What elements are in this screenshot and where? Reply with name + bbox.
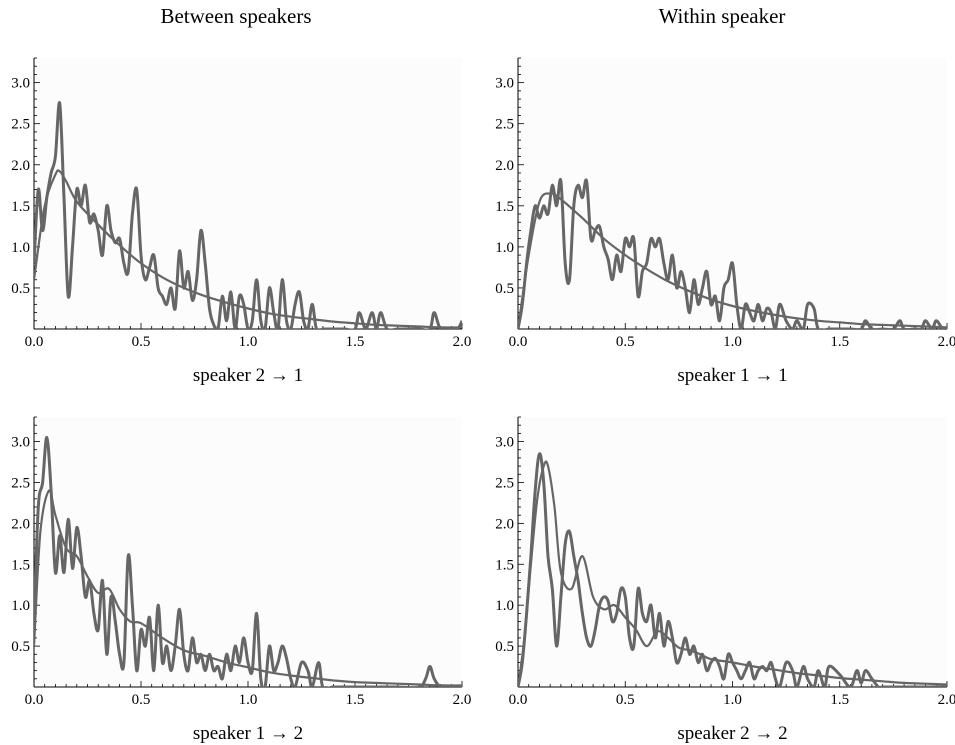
x-tick-label: 0.5	[616, 334, 635, 350]
x-tick-label: 1.5	[346, 692, 365, 708]
x-tick-label: 1.5	[830, 334, 849, 350]
x-axis-label: speaker 1 → 2	[193, 723, 303, 744]
column-title-between: Between speakers	[160, 4, 312, 28]
y-tick-label: 2.5	[11, 475, 30, 491]
y-tick-label: 2.5	[495, 475, 514, 491]
y-tick-label: 1.0	[11, 598, 30, 614]
panel-speaker-1-to-1: 0.0 0.5 1.0 1.5 2.0 0.5 1.0 1.5 2.0 2.5 3.0 speaker…	[495, 57, 955, 386]
plot-background	[518, 58, 947, 329]
y-tick-label: 2.5	[11, 117, 30, 133]
x-axis-label: speaker 2 → 2	[677, 723, 787, 744]
x-tick-label: 0.5	[616, 692, 635, 708]
x-tick-label: 1.5	[346, 334, 365, 350]
y-tick-label: 2.0	[495, 516, 514, 532]
fitted-curve	[34, 489, 462, 687]
panel-speaker-2-to-1: 0.0 0.5 1.0 1.5 2.0 0.5 1.0 1.5 2.0 2.5 3.0 speaker…	[11, 57, 472, 386]
y-tick-label: 0.5	[495, 281, 514, 297]
fitted-curve	[518, 192, 947, 329]
x-tick-label: 0.5	[132, 334, 151, 350]
y-tick-label: 1.0	[11, 240, 30, 256]
x-tick-label: 1.0	[239, 692, 258, 708]
y-tick-label: 0.5	[495, 639, 514, 655]
x-tick-label: 0.0	[25, 692, 44, 708]
y-tick-label: 0.5	[11, 281, 30, 297]
panel-speaker-2-to-2: 0.0 0.5 1.0 1.5 2.0 0.5 1.0 1.5 2.0 2.5 3.0 speaker…	[495, 416, 955, 744]
y-tick-label: 2.0	[11, 158, 30, 174]
plot-background	[34, 58, 462, 329]
y-tick-label: 1.5	[495, 199, 514, 215]
x-axis-label: speaker 1 → 1	[677, 365, 787, 386]
x-tick-label: 2.0	[453, 334, 472, 350]
empirical-curve	[518, 177, 947, 329]
y-tick-label: 2.5	[495, 117, 514, 133]
panel-speaker-1-to-2: 0.0 0.5 1.0 1.5 2.0 0.5 1.0 1.5 2.0 2.5 3.0 speaker…	[11, 416, 472, 744]
y-tick-label: 3.0	[495, 76, 514, 92]
y-tick-label: 1.0	[495, 598, 514, 614]
x-tick-label: 0.5	[132, 692, 151, 708]
y-tick-label: 1.0	[495, 240, 514, 256]
x-axis-label: speaker 2 → 1	[193, 365, 303, 386]
empirical-curve	[518, 452, 947, 687]
y-tick-label: 3.0	[11, 76, 30, 92]
column-title-within: Within speaker	[658, 4, 786, 28]
plot-background	[34, 417, 462, 687]
y-tick-label: 2.0	[11, 516, 30, 532]
y-tick-label: 0.5	[11, 639, 30, 655]
empirical-curve	[34, 435, 462, 687]
x-tick-label: 1.5	[830, 692, 849, 708]
x-tick-label: 2.0	[453, 692, 472, 708]
x-tick-label: 2.0	[938, 692, 955, 708]
x-tick-label: 1.0	[723, 692, 742, 708]
plot-background	[518, 417, 947, 687]
x-tick-label: 2.0	[938, 334, 955, 350]
y-tick-label: 2.0	[495, 158, 514, 174]
x-tick-label: 0.0	[509, 692, 528, 708]
y-tick-label: 3.0	[495, 435, 514, 451]
x-tick-label: 0.0	[509, 334, 528, 350]
y-tick-label: 1.5	[11, 199, 30, 215]
x-tick-label: 1.0	[239, 334, 258, 350]
y-tick-label: 3.0	[11, 435, 30, 451]
y-tick-label: 1.5	[11, 557, 30, 573]
fitted-curve	[34, 169, 462, 329]
x-tick-label: 1.0	[723, 334, 742, 350]
y-tick-label: 1.5	[495, 557, 514, 573]
fitted-curve	[518, 460, 947, 687]
x-tick-label: 0.0	[25, 334, 44, 350]
